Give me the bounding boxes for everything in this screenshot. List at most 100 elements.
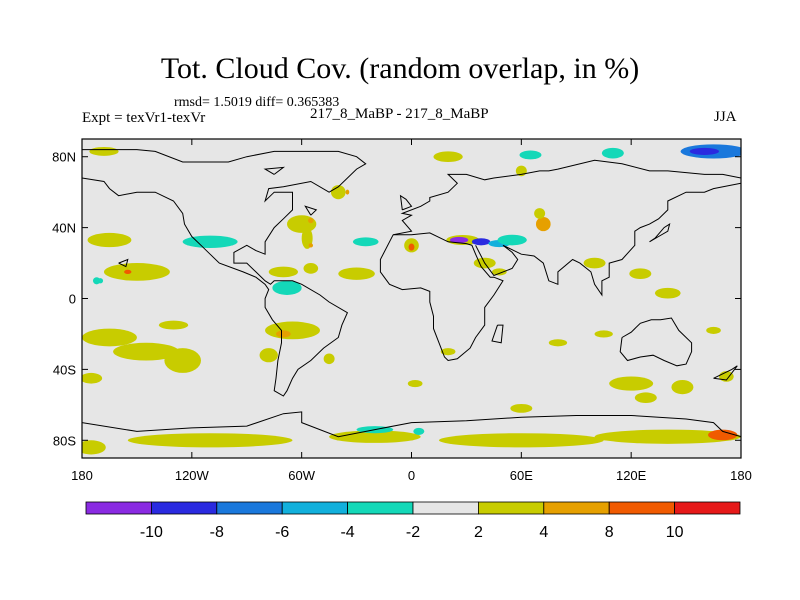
anomaly-region-40: [82, 372, 103, 384]
anomaly-region-25: [272, 280, 302, 295]
anomaly-region-46: [440, 348, 456, 356]
colorbar-label-6: 4: [539, 524, 548, 541]
anomaly-region-54: [510, 403, 533, 413]
anomaly-region-45: [407, 380, 423, 388]
anomaly-region-12: [534, 208, 546, 219]
colorbar-label-8: 10: [666, 524, 684, 541]
colorbar-label-2: -6: [275, 524, 289, 541]
anomaly-region-32: [654, 287, 681, 299]
colorbar-label-4: -2: [406, 524, 420, 541]
colorbar: -10 -8 -6 -4 -2 2 4 8 10: [85, 501, 741, 541]
colorbar-swatch-6: [477, 501, 545, 515]
anomaly-region-18: [308, 217, 314, 224]
colorbar-label-7: 8: [605, 524, 614, 541]
anomaly-region-31: [629, 268, 652, 280]
colorbar-swatch-9: [674, 501, 741, 515]
coastline-8: [399, 194, 413, 211]
x-axis: 180 120W 60W 0 60E 120E 180: [71, 139, 752, 483]
coastline-1: [393, 159, 741, 236]
coastline-12: [713, 365, 738, 381]
colorbar-swatch-3: [281, 501, 349, 515]
colorbar-label-1: -8: [210, 524, 224, 541]
colorbar-swatch-2: [216, 501, 283, 515]
anomaly-region-10: [497, 234, 527, 246]
x-tick-label-1: 120W: [175, 468, 210, 483]
x-tick-label-0: 180: [71, 468, 93, 483]
anomaly-region-42: [276, 330, 291, 338]
anomaly-region-26: [303, 263, 319, 274]
anomaly-region-55: [127, 433, 293, 448]
coastline-10: [649, 223, 671, 243]
colorbar-swatch-1: [150, 501, 218, 515]
anomaly-region-34: [124, 269, 132, 275]
anomaly-region-57: [438, 433, 604, 448]
anomaly-region-11: [535, 216, 551, 232]
anomaly-region-59: [82, 440, 106, 455]
x-tick-label-5: 120E: [616, 468, 647, 483]
coastline-3: [475, 182, 741, 297]
anomaly-region-5: [433, 151, 463, 163]
y-tick-label-2: 0: [69, 292, 76, 307]
anomaly-region-37: [113, 342, 180, 361]
anomaly-layer: [82, 144, 741, 455]
anomaly-region-39: [158, 320, 189, 330]
anomaly-region-47: [548, 339, 568, 347]
colorbar-swatch-5: [412, 501, 479, 515]
anomaly-region-1: [689, 147, 720, 155]
anomaly-region-20: [308, 243, 314, 248]
anomaly-region-15: [87, 232, 132, 248]
colorbar-swatch-7: [543, 501, 610, 515]
x-tick-label-3: 0: [408, 468, 415, 483]
x-tick-label-2: 60W: [288, 468, 315, 483]
coastline-11: [491, 324, 504, 344]
anomaly-region-43: [259, 348, 278, 363]
anomaly-region-63: [97, 278, 104, 284]
colorbar-label-3: -4: [340, 524, 354, 541]
y-axis: 80N 40N 0 40S 80S: [52, 150, 741, 448]
coastline-layer: [82, 149, 741, 438]
coastline-7: [304, 205, 318, 216]
anomaly-region-17: [287, 215, 317, 233]
map-background: [82, 139, 741, 458]
anomaly-region-50: [634, 392, 657, 404]
x-tick-label-4: 60E: [510, 468, 533, 483]
anomaly-region-38: [164, 348, 201, 373]
anomaly-region-49: [609, 376, 654, 391]
anomaly-region-62: [352, 237, 379, 247]
anomaly-region-36: [82, 328, 137, 347]
anomaly-region-7: [449, 236, 469, 244]
colorbar-swatch-4: [347, 501, 414, 515]
colorbar-swatch-0: [85, 501, 152, 515]
anomaly-region-48: [594, 330, 613, 338]
anomaly-region-3: [519, 150, 542, 160]
anomaly-region-2: [601, 147, 624, 159]
anomaly-region-27: [338, 267, 375, 280]
page-title: Tot. Cloud Cov. (random overlap, in %): [160, 52, 640, 85]
colorbar-label-0: -10: [140, 524, 163, 541]
anomaly-region-30: [583, 257, 606, 269]
y-tick-label-4: 80S: [53, 433, 76, 448]
coastline-4: [619, 317, 693, 367]
anomaly-region-22: [345, 189, 350, 195]
anomaly-region-4: [89, 146, 119, 156]
anomaly-region-41: [265, 321, 320, 340]
coastline-5: [82, 411, 741, 438]
anomaly-region-64: [413, 427, 425, 435]
anomaly-region-29: [492, 268, 507, 276]
y-tick-label-1: 40N: [52, 221, 76, 236]
colorbar-swatch-8: [608, 501, 676, 515]
case-label: 217_8_MaBP - 217_8_MaBP: [310, 106, 489, 122]
anomaly-region-16: [182, 235, 238, 248]
anomaly-region-52: [706, 326, 721, 334]
anomaly-region-24: [268, 266, 299, 278]
coastline-0: [82, 149, 367, 397]
x-tick-label-6: 180: [730, 468, 752, 483]
anomaly-region-60: [708, 429, 738, 441]
anomaly-region-51: [671, 380, 694, 395]
y-tick-label-3: 40S: [53, 362, 76, 377]
coastline-9: [118, 258, 129, 268]
anomaly-region-44: [323, 353, 335, 365]
anomaly-region-8: [471, 238, 491, 246]
anomaly-region-14: [408, 243, 415, 251]
